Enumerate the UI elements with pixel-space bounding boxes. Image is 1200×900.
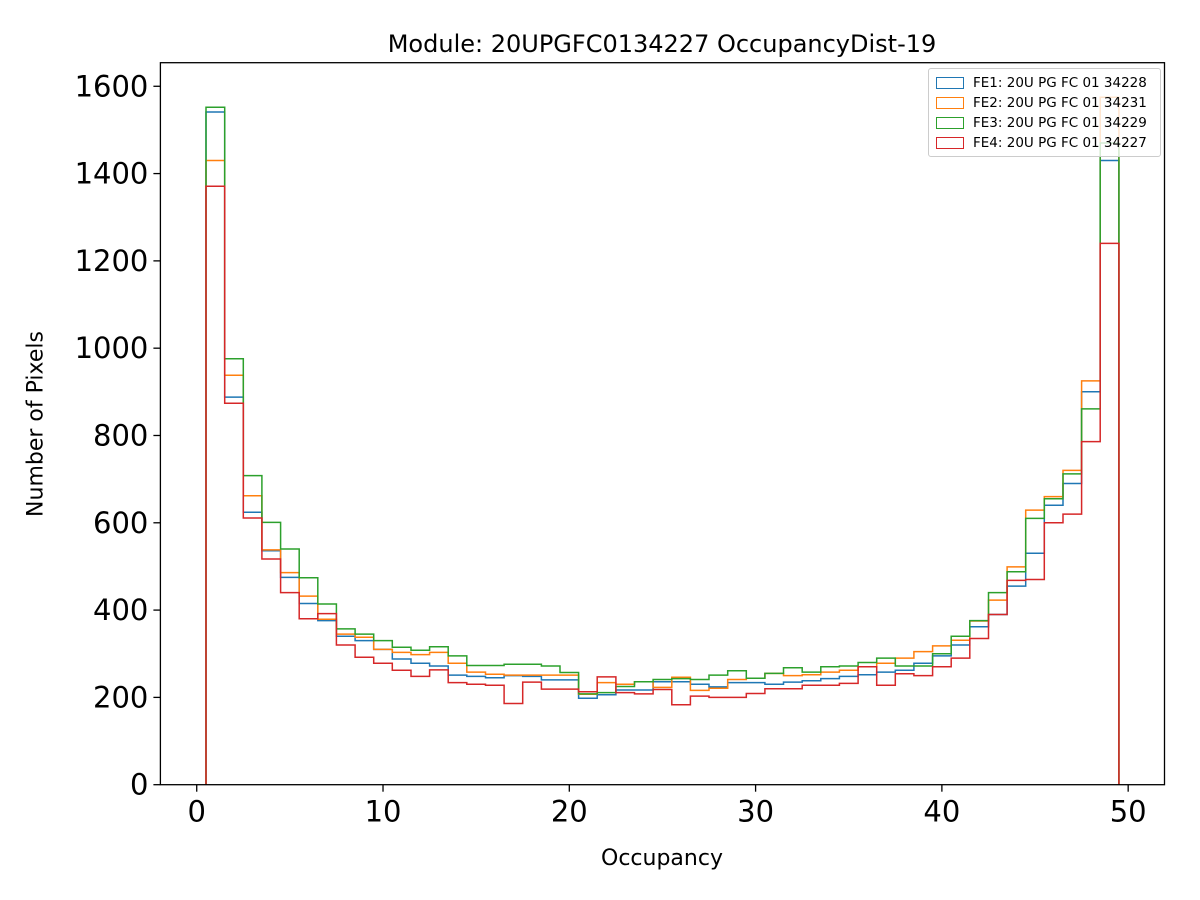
chart-title: Module: 20UPGFC0134227 OccupancyDist-19: [387, 30, 937, 58]
y-tick-label: 400: [93, 593, 148, 627]
x-tick-label: 10: [365, 795, 402, 829]
y-tick-label: 600: [93, 506, 148, 540]
x-axis-label: Occupancy: [601, 846, 723, 871]
series-fe1: [205, 111, 1120, 785]
y-tick-label: 200: [93, 680, 148, 714]
y-tick-label: 800: [93, 418, 148, 452]
y-tick-label: 1400: [75, 157, 149, 191]
y-tick-label: 0: [130, 768, 148, 802]
legend-label: FE2: 20U PG FC 01 34231: [973, 94, 1147, 111]
legend-entry: FE2: 20U PG FC 01 34231: [936, 94, 1153, 111]
legend-swatch: [936, 136, 964, 149]
x-tick-label: 40: [923, 795, 960, 829]
legend-entry: FE4: 20U PG FC 01 34227: [936, 134, 1153, 151]
x-tick-label: 30: [737, 795, 774, 829]
y-tick-label: 1000: [75, 331, 149, 365]
legend-label: FE1: 20U PG FC 01 34228: [973, 74, 1147, 91]
series-fe3: [205, 106, 1120, 785]
plot-border: [159, 62, 1166, 786]
legend-label: FE3: 20U PG FC 01 34229: [973, 114, 1147, 131]
x-tick-label: 0: [187, 795, 205, 829]
x-tick-label: 50: [1110, 795, 1147, 829]
legend-swatch: [936, 76, 964, 89]
legend-entry: FE3: 20U PG FC 01 34229: [936, 114, 1153, 131]
y-tick-label: 1200: [75, 244, 149, 278]
y-axis-label: Number of Pixels: [23, 331, 49, 517]
legend-swatch: [936, 96, 964, 109]
legend-swatch: [936, 116, 964, 129]
legend-entry: FE1: 20U PG FC 01 34228: [936, 74, 1153, 91]
legend: FE1: 20U PG FC 01 34228 FE2: 20U PG FC 01…: [928, 68, 1161, 157]
x-tick-label: 20: [551, 795, 588, 829]
y-tick-label: 1600: [75, 69, 149, 103]
legend-label: FE4: 20U PG FC 01 34227: [973, 134, 1147, 151]
series-fe4: [205, 185, 1120, 785]
